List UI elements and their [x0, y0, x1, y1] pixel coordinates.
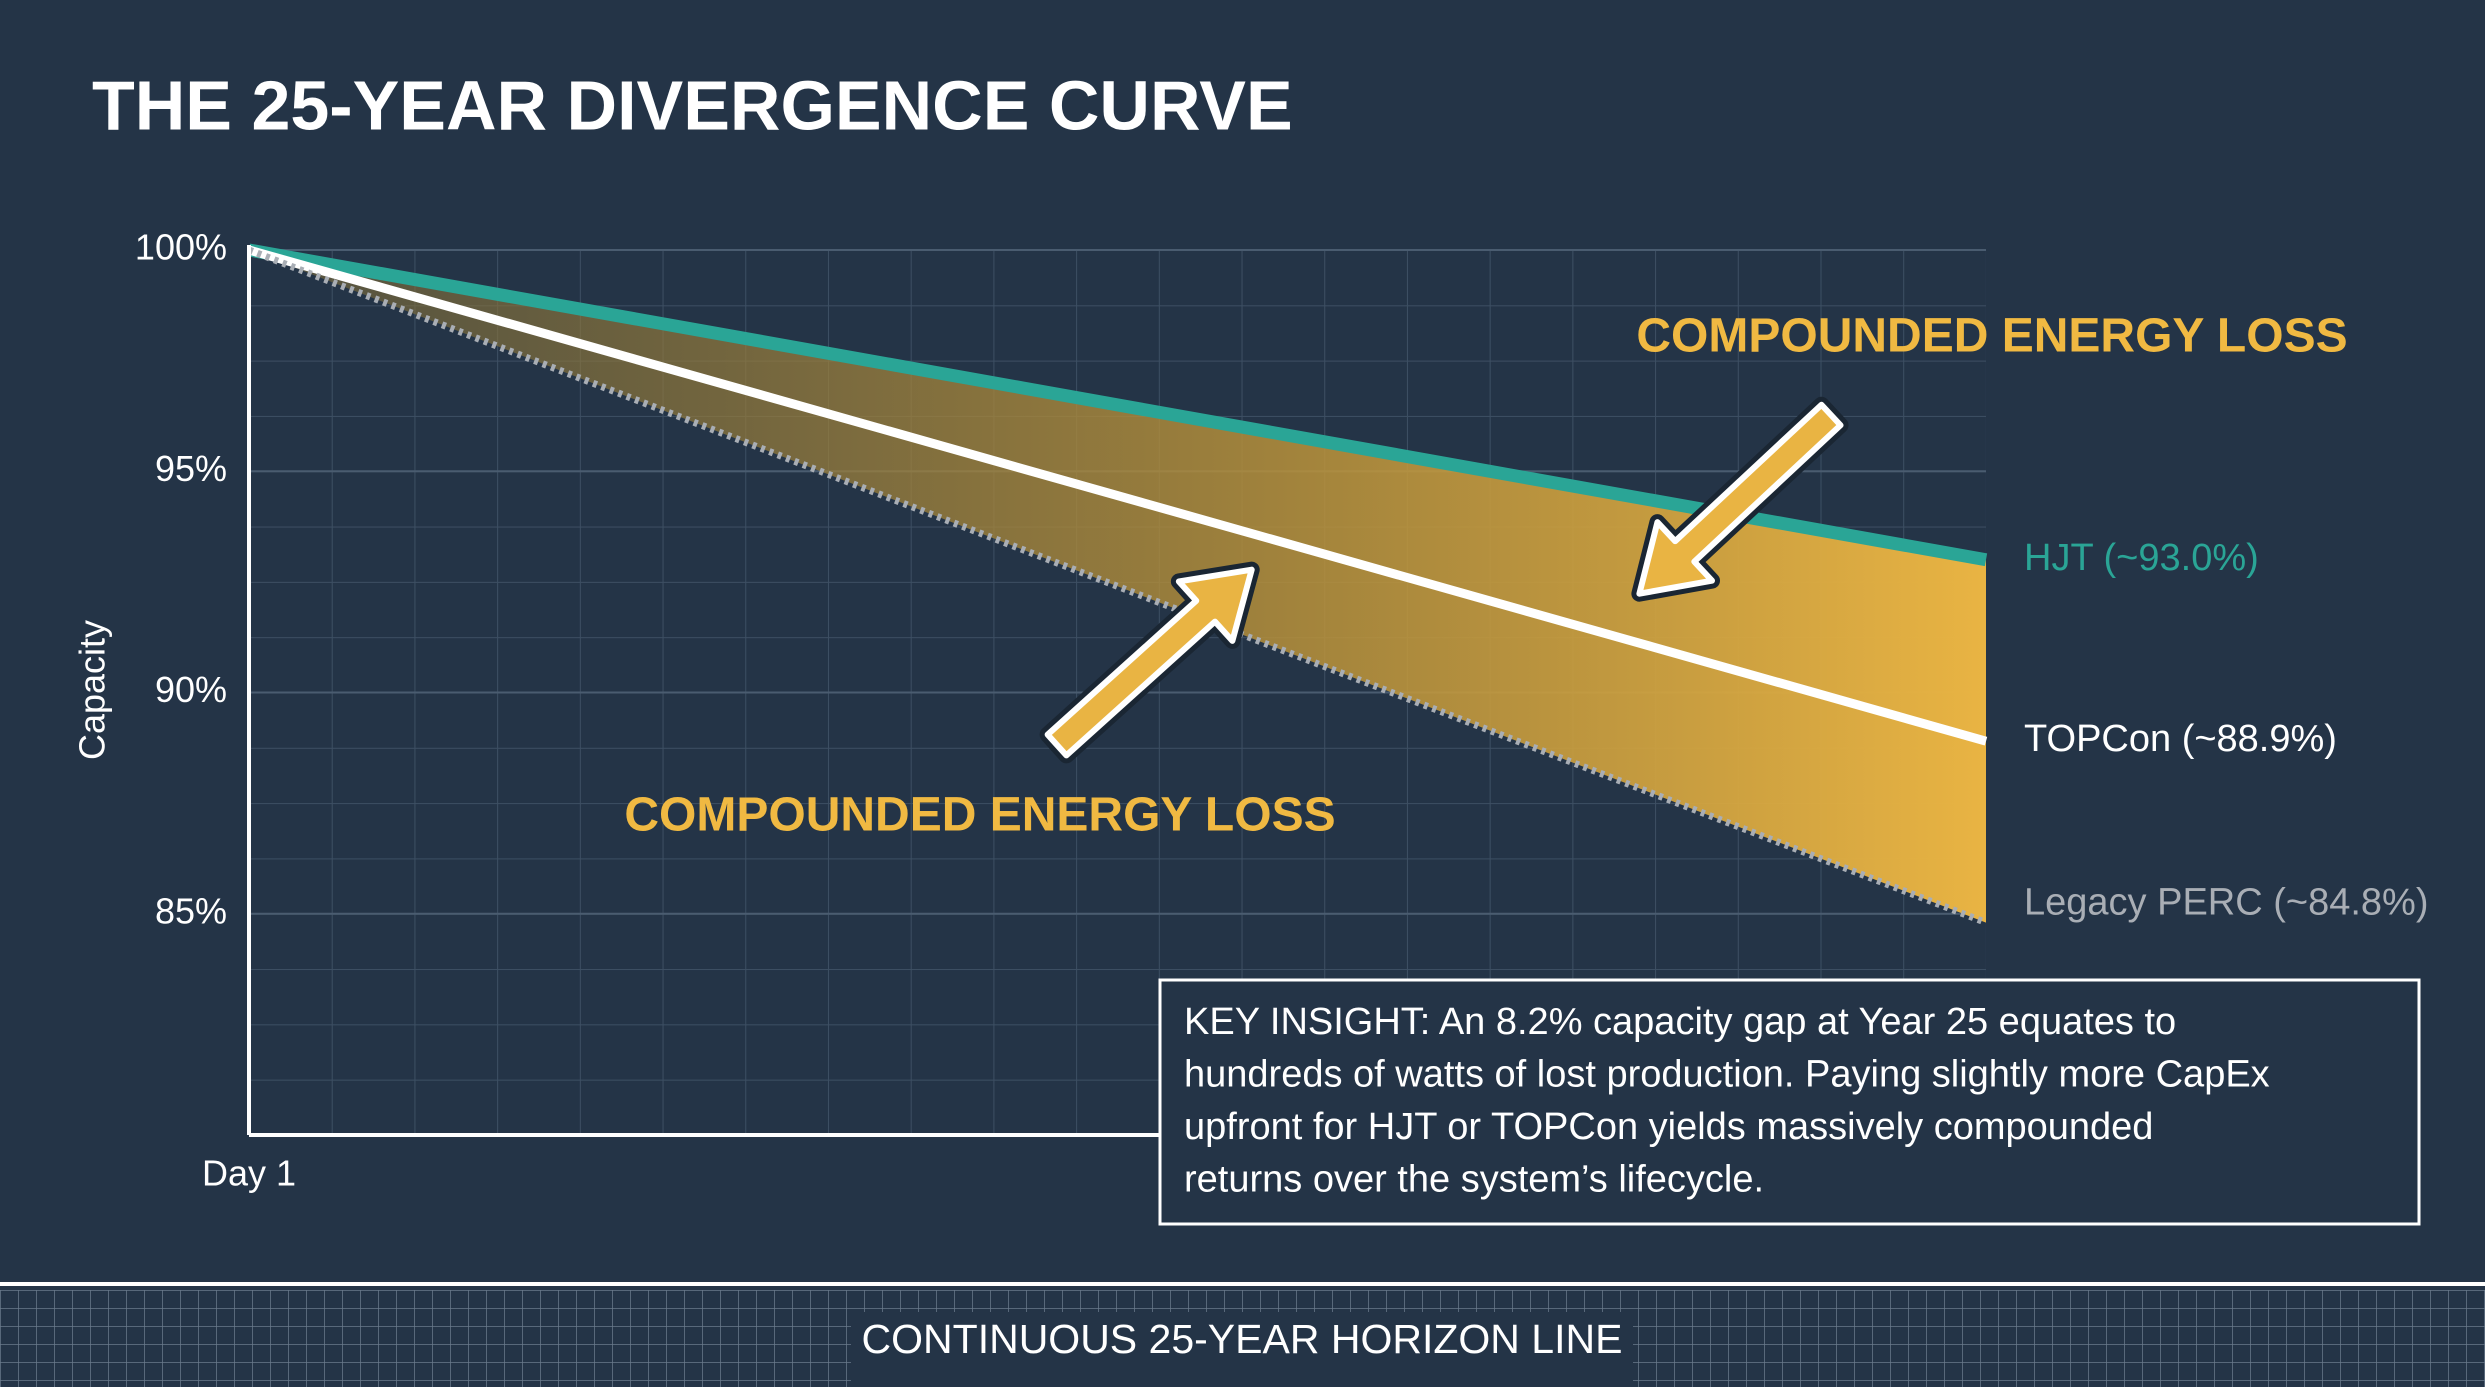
footer-label-bg — [851, 1312, 1633, 1387]
plot — [247, 243, 1988, 926]
insight-line: KEY INSIGHT: An 8.2% capacity gap at Yea… — [1184, 1001, 2176, 1043]
y-tick-label: 90% — [155, 669, 227, 710]
footer-label: CONTINUOUS 25-YEAR HORIZON LINE — [862, 1316, 1623, 1362]
y-tick-label: 85% — [155, 890, 227, 931]
arrow — [1039, 561, 1260, 764]
y-tick-label: 100% — [135, 227, 227, 268]
insight-box — [1158, 978, 2421, 1226]
y-axis-label: Capacity — [72, 620, 113, 760]
insight-line: returns over the system’s lifecycle. — [1184, 1159, 1764, 1201]
x-tick-label: Day 1 — [202, 1153, 296, 1194]
series-label: HJT (~93.0%) — [2024, 537, 2259, 579]
arrow — [1631, 396, 1849, 602]
series-line — [247, 245, 1988, 746]
chart-title: THE 25-YEAR DIVERGENCE CURVE — [92, 66, 1293, 144]
insight-line: hundreds of watts of lost production. Pa… — [1184, 1054, 2270, 1096]
y-tick-label: 95% — [155, 448, 227, 489]
annotation: COMPOUNDED ENERGY LOSS — [624, 789, 1335, 842]
series-label: Legacy PERC (~84.8%) — [2024, 882, 2428, 924]
insight-line: upfront for HJT or TOPCon yields massive… — [1184, 1106, 2153, 1148]
insight-text: KEY INSIGHT: An 8.2% capacity gap at Yea… — [1184, 1001, 2270, 1201]
series-line — [247, 243, 1988, 567]
series-label: TOPCon (~88.9%) — [2024, 718, 2337, 760]
annotation: COMPOUNDED ENERGY LOSS — [1636, 310, 2347, 363]
